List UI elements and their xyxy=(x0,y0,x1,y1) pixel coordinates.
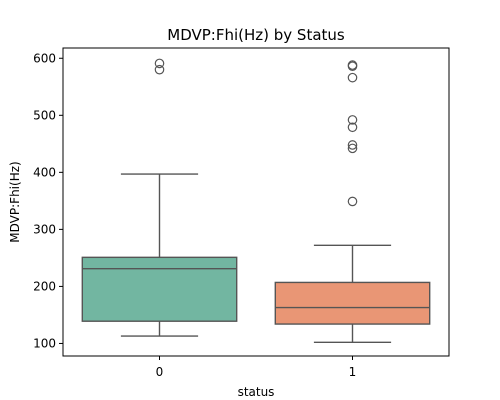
outlier-point-status-1-3 xyxy=(347,122,358,133)
y-tick-label-100: 100 xyxy=(33,336,56,350)
y-tick-label-500: 500 xyxy=(33,108,56,122)
y-tick-label-300: 300 xyxy=(33,222,56,236)
y-tick-label-400: 400 xyxy=(33,165,56,179)
x-tick-label-0: 0 xyxy=(156,365,164,379)
plot-area-frame xyxy=(62,47,450,357)
x-axis-label: status xyxy=(238,385,275,399)
x-tick-label-1: 1 xyxy=(349,365,357,379)
outlier-point-status-0-0 xyxy=(154,64,165,75)
iqr-box-status-0 xyxy=(81,256,238,322)
chart-axes: 100 200 300 400 500 600 0 1 xyxy=(33,51,356,379)
outlier-point-status-1-2 xyxy=(347,140,358,150)
y-tick-label-200: 200 xyxy=(33,279,56,293)
iqr-box-status-1 xyxy=(274,281,431,325)
outlier-point-status-0-1 xyxy=(154,58,165,69)
y-tick-label-600: 600 xyxy=(33,51,56,65)
outlier-point-status-1-7 xyxy=(347,60,358,70)
y-axis-label: MDVP:Fhi(Hz) xyxy=(8,161,22,242)
outlier-point-status-1-0 xyxy=(347,196,358,207)
outlier-point-status-1-4 xyxy=(347,115,358,125)
outlier-point-status-1-1 xyxy=(347,143,358,154)
outlier-point-status-1-5 xyxy=(347,72,358,83)
chart-title: MDVP:Fhi(Hz) by Status xyxy=(167,26,345,44)
chart-marks xyxy=(81,58,431,344)
